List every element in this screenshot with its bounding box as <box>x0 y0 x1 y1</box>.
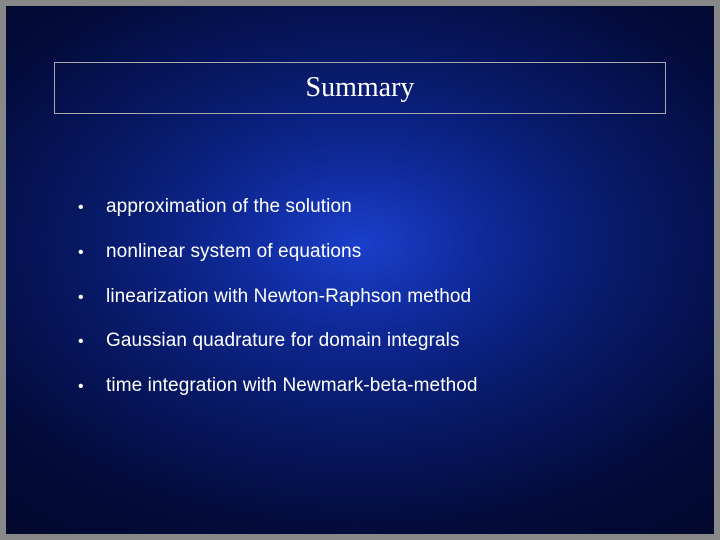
bullet-list: • approximation of the solution • nonlin… <box>78 196 654 420</box>
bullet-text: Gaussian quadrature for domain integrals <box>106 330 460 353</box>
bullet-icon: • <box>78 377 106 396</box>
list-item: • approximation of the solution <box>78 196 654 219</box>
slide-title: Summary <box>306 72 415 104</box>
bullet-text: nonlinear system of equations <box>106 241 361 264</box>
list-item: • Gaussian quadrature for domain integra… <box>78 330 654 353</box>
bullet-text: linearization with Newton-Raphson method <box>106 286 471 309</box>
bullet-icon: • <box>78 198 106 217</box>
list-item: • time integration with Newmark-beta-met… <box>78 375 654 398</box>
slide: Summary • approximation of the solution … <box>6 6 714 534</box>
bullet-text: approximation of the solution <box>106 196 352 219</box>
bullet-icon: • <box>78 243 106 262</box>
title-box: Summary <box>54 62 666 114</box>
bullet-icon: • <box>78 332 106 351</box>
list-item: • linearization with Newton-Raphson meth… <box>78 286 654 309</box>
bullet-text: time integration with Newmark-beta-metho… <box>106 375 478 398</box>
list-item: • nonlinear system of equations <box>78 241 654 264</box>
bullet-icon: • <box>78 288 106 307</box>
